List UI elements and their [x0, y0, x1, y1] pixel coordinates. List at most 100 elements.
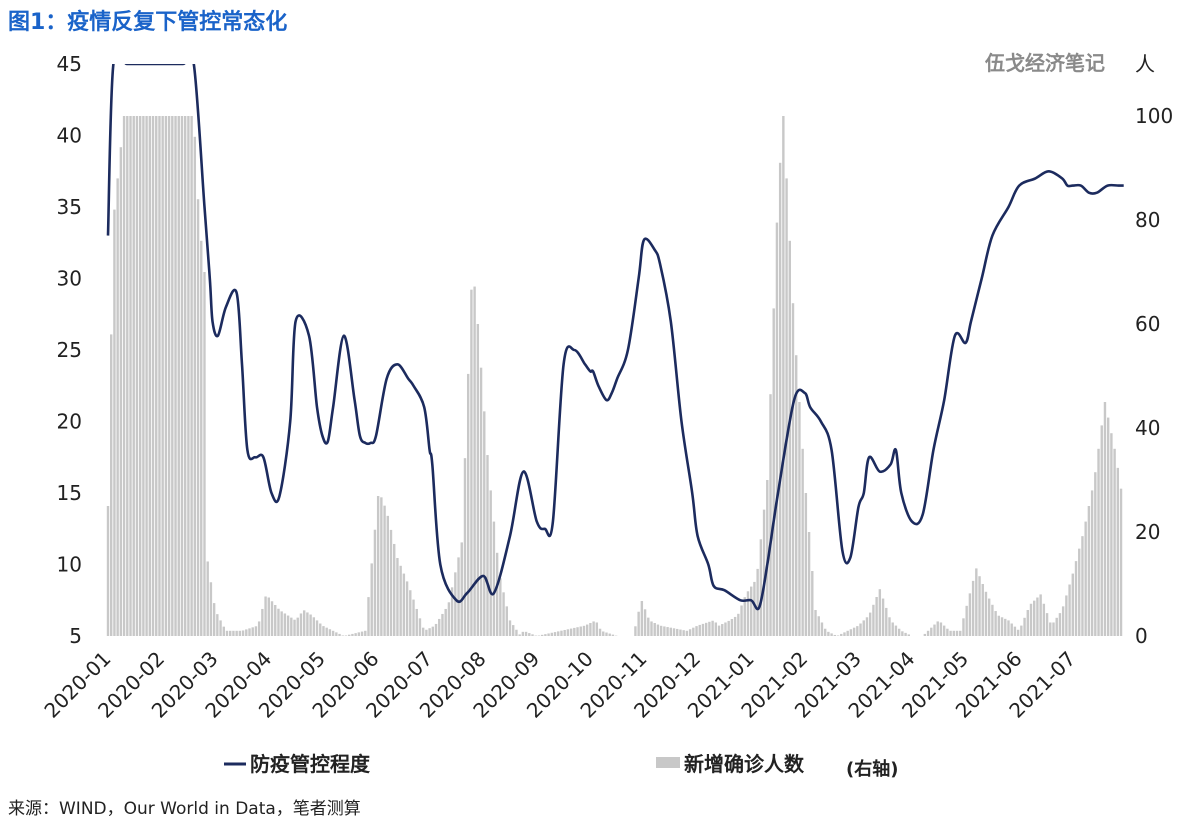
bar-mark-142 [563, 629, 566, 636]
right-axis: 0 20 40 60 80 100 [1135, 104, 1173, 648]
bar-mark-194 [730, 619, 734, 636]
bar-mark-296 [1058, 613, 1062, 636]
bar-mark-255 [926, 630, 930, 636]
bar-mark-315 [1119, 488, 1123, 636]
bar-mark-115 [476, 324, 480, 636]
bar-mark-254 [923, 633, 927, 636]
bar-mark-187 [708, 621, 711, 636]
bar-mark-302 [1078, 548, 1081, 636]
bar-mark-257 [933, 624, 936, 636]
bar-mark-123 [502, 592, 505, 636]
bar-mark-50 [267, 597, 270, 636]
bar-mark-109 [457, 557, 460, 636]
bar-mark-233 [856, 626, 859, 636]
bar-mark-49 [264, 596, 267, 636]
bar-mark-74 [344, 635, 348, 636]
bar-mark-274 [987, 598, 991, 636]
bar-mark-259 [939, 622, 943, 636]
bar-mark-168 [647, 617, 650, 636]
bar-mark-101 [431, 626, 435, 636]
bar-mark-148 [582, 625, 586, 636]
bar-mark-225 [830, 633, 833, 636]
bar-mark-141 [560, 630, 563, 636]
bar-mark-98 [421, 627, 425, 636]
bar-mark-297 [1061, 606, 1065, 636]
bar-mark-88 [389, 529, 393, 636]
bar-mark-36 [222, 626, 225, 636]
bar-mark-269 [971, 580, 975, 636]
bar-mark-32 [209, 582, 213, 636]
bar-mark-177 [676, 628, 679, 636]
bar-mark-167 [643, 609, 647, 636]
bar-mark-10 [138, 116, 142, 636]
bar-mark-203 [759, 539, 763, 636]
bar-mark-238 [872, 604, 875, 636]
bar-mark-306 [1090, 490, 1094, 636]
bar-mark-146 [576, 627, 579, 636]
bar-mark-143 [566, 629, 570, 636]
bar-mark-96 [415, 608, 418, 636]
line-series-control [106, 64, 1124, 611]
right-axis-unit: 人 [1135, 52, 1155, 76]
bar-mark-309 [1100, 425, 1103, 636]
bar-mark-149 [585, 624, 589, 636]
bar-mark-84 [376, 496, 380, 636]
bar-mark-102 [434, 623, 438, 636]
bar-mark-12 [145, 116, 148, 636]
bar-mark-219 [811, 571, 814, 636]
bar-mark-151 [592, 621, 595, 636]
watermark: 伍戈经济笔记 [984, 51, 1105, 75]
bar-mark-54 [280, 611, 283, 636]
bar-mark-242 [885, 607, 888, 636]
bar-mark-97 [418, 618, 422, 636]
bar-mark-212 [788, 240, 791, 637]
bar-mark-176 [672, 628, 676, 636]
bar-mark-294 [1052, 622, 1055, 636]
bar-mark-239 [875, 597, 878, 636]
bar-mark-258 [936, 621, 939, 636]
bar-mark-35 [219, 620, 222, 636]
bar-mark-298 [1065, 595, 1068, 636]
bar-mark-38 [229, 630, 232, 636]
bar-mark-268 [968, 593, 972, 636]
bar-mark-124 [505, 606, 508, 636]
bar-mark-198 [743, 597, 746, 636]
bar-mark-130 [524, 631, 528, 636]
bar-mark-236 [865, 617, 869, 636]
bar-mark-262 [949, 630, 952, 636]
bar-mark-31 [206, 561, 209, 636]
bar-mark-140 [557, 631, 560, 636]
bar-mark-82 [370, 563, 373, 636]
bar-mark-156 [608, 633, 611, 636]
bar-mark-243 [888, 617, 891, 636]
bar-mark-289 [1036, 597, 1039, 636]
bar-mark-211 [785, 178, 788, 636]
bar-mark-119 [489, 490, 492, 636]
bar-mark-63 [309, 614, 312, 636]
bar-mark-192 [724, 622, 727, 636]
bar-mark-288 [1033, 600, 1036, 636]
bar-mark-137 [547, 633, 550, 636]
bar-mark-313 [1113, 448, 1116, 636]
bar-mark-166 [640, 600, 644, 636]
left-axis: 5 10 15 20 25 30 35 40 45 [57, 52, 82, 648]
bar-mark-107 [450, 587, 454, 636]
bar-mark-93 [405, 581, 409, 636]
bar-mark-190 [717, 625, 721, 636]
left-tick-8: 45 [57, 52, 82, 76]
bar-mark-263 [952, 630, 956, 636]
bar-mark-235 [862, 620, 865, 636]
bar-mark-33 [212, 603, 216, 636]
bar-mark-193 [727, 620, 730, 636]
bar-mark-164 [634, 626, 637, 636]
bar-mark-5 [122, 116, 126, 636]
bar-mark-196 [737, 613, 740, 636]
bar-mark-16 [158, 116, 161, 636]
bars-layer [106, 116, 1123, 637]
bar-mark-79 [360, 631, 364, 636]
bar-mark-135 [540, 634, 544, 636]
bar-mark-37 [225, 630, 229, 636]
bar-mark-19 [167, 116, 171, 636]
bar-mark-22 [177, 116, 180, 636]
bar-mark-61 [302, 610, 306, 636]
